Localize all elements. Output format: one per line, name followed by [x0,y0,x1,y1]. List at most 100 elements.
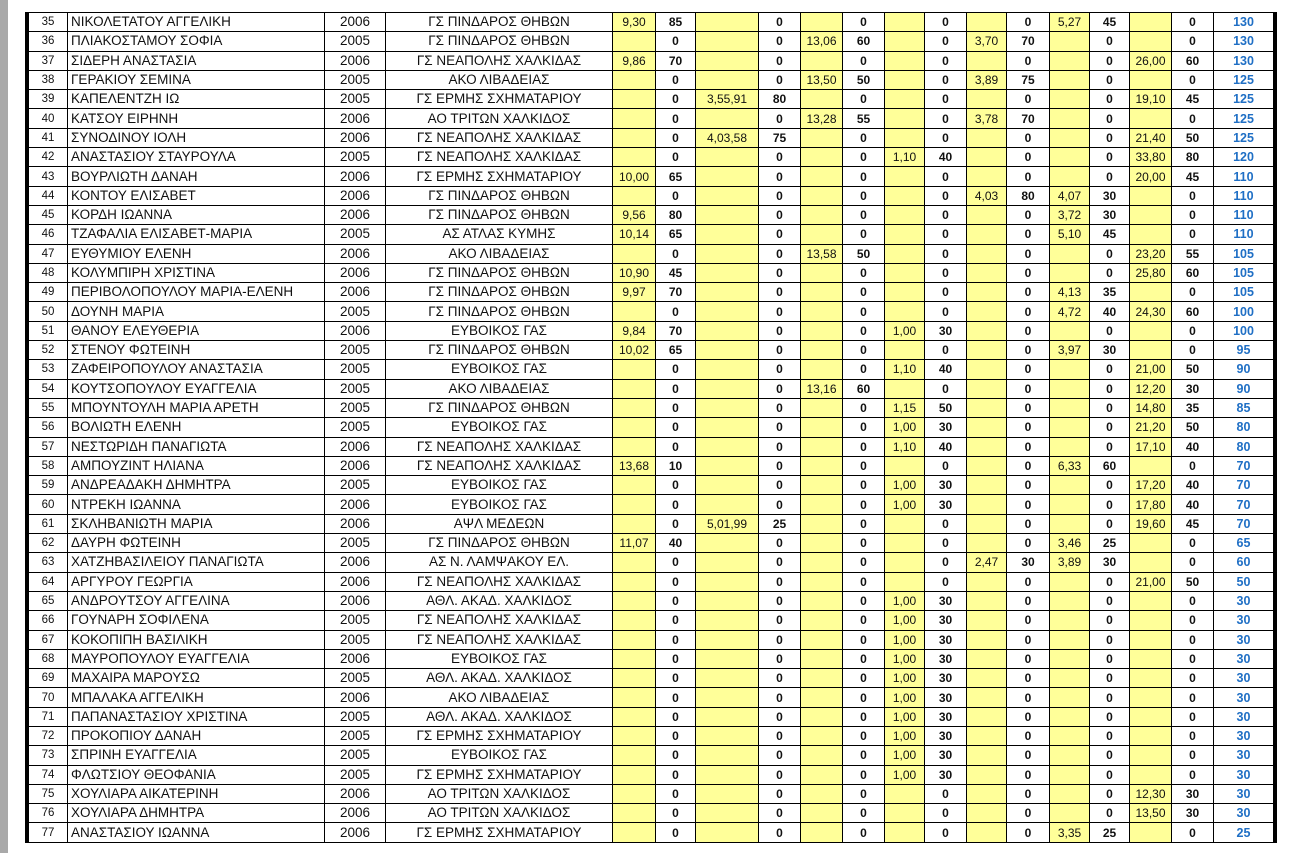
total-points: 105 [1213,243,1274,264]
birth-year: 2006 [324,320,386,342]
event-6-performance [1049,320,1090,342]
total-points: 25 [1213,822,1274,843]
total-points: 125 [1213,108,1274,129]
event-5-performance [966,50,1007,71]
event-4-points: 30 [924,494,967,515]
table-row: 73 ΣΠΡΙΝΗ ΕΥΑΓΓΕΛΙΑ 2005 ΕΥΒΟΙΚΟΣ ΓΑΣ 0 0 0 1,0… [28,745,1274,766]
table-row: 39 ΚΑΠΕΛΕΝΤΖΗ ΙΩ 2005 ΓΣ ΕΡΜΗΣ ΣΧΗΜΑΤΑΡΙΟΥ 0… [28,89,1274,110]
club: ΓΣ ΠΙΝΔΑΡΟΣ ΘΗΒΩΝ [385,301,613,322]
event-2-performance [695,783,759,805]
rank: 37 [28,50,68,71]
event-6-points: 0 [1089,127,1130,149]
event-1-points: 0 [655,494,696,515]
event-5-points: 0 [1006,282,1050,303]
rank: 62 [28,533,68,554]
event-1-points: 0 [655,725,696,747]
club: ΓΣ ΠΙΝΔΑΡΟΣ ΘΗΒΩΝ [385,340,613,361]
event-5-points: 0 [1006,436,1050,457]
event-1-points: 0 [655,571,696,592]
event-1-performance [612,552,656,573]
event-7-performance: 19,60 [1129,513,1172,535]
event-4-performance [884,533,925,554]
event-4-performance [884,50,925,71]
event-7-points: 45 [1171,166,1214,187]
event-7-points: 0 [1171,455,1214,477]
event-7-performance [1129,69,1172,91]
event-1-points: 0 [655,822,696,843]
event-6-performance [1049,89,1090,110]
event-3-points: 0 [842,629,885,650]
event-2-points: 0 [758,571,801,592]
event-1-performance [612,417,656,438]
event-4-performance [884,783,925,805]
event-1-performance [612,571,656,592]
event-7-performance: 21,00 [1129,359,1172,380]
birth-year: 2005 [324,378,386,399]
total-points: 110 [1213,166,1274,187]
club: ΓΣ ΠΙΝΔΑΡΟΣ ΘΗΒΩΝ [385,397,613,419]
event-1-points: 0 [655,108,696,129]
event-2-points: 0 [758,783,801,805]
event-3-performance [800,513,843,535]
event-4-performance: 1,00 [884,417,925,438]
event-4-points: 30 [924,745,967,766]
event-6-points: 0 [1089,629,1130,650]
athlete-name: ΝΙΚΟΛΕΤΑΤΟΥ ΑΓΓΕΛΙΚΗ [67,11,325,33]
event-2-points: 0 [758,340,801,361]
rank: 55 [28,397,68,419]
event-7-performance [1129,725,1172,747]
event-7-points: 30 [1171,803,1214,824]
rank: 48 [28,262,68,284]
event-5-points: 0 [1006,533,1050,554]
club: ΕΥΒΟΙΚΟΣ ΓΑΣ [385,320,613,342]
rank: 56 [28,417,68,438]
results-table: 35 ΝΙΚΟΛΕΤΑΤΟΥ ΑΓΓΕΛΙΚΗ 2006 ΓΣ ΠΙΝΔΑΡΟΣ ΘΗ… [28,11,1274,843]
event-6-performance: 3,97 [1049,340,1090,361]
event-5-points: 0 [1006,397,1050,419]
birth-year: 2006 [324,648,386,670]
rank: 50 [28,301,68,322]
event-3-performance [800,745,843,766]
total-points: 70 [1213,513,1274,535]
event-1-points: 0 [655,706,696,727]
event-5-points: 0 [1006,475,1050,496]
athlete-name: ΘΑΝΟΥ ΕΛΕΥΘΕΡΙΑ [67,320,325,342]
birth-year: 2006 [324,127,386,149]
event-1-performance: 9,56 [612,204,656,226]
birth-year: 2006 [324,108,386,129]
table-row: 67 ΚΟΚΟΠΙΠΗ ΒΑΣΙΛΙΚΗ 2005 ΓΣ ΝΕΑΠΟΛΗΣ ΧΑΛΚΙ… [28,629,1274,650]
event-3-points: 0 [842,282,885,303]
event-3-points: 0 [842,764,885,785]
event-1-points: 70 [655,282,696,303]
event-4-points: 0 [924,282,967,303]
table-row: 45 ΚΟΡΔΗ ΙΩΑΝΝΑ 2006 ΓΣ ΠΙΝΔΑΡΟΣ ΘΗΒΩΝ 9,56 8… [28,204,1274,226]
club: ΓΣ ΕΡΜΗΣ ΣΧΗΜΑΤΑΡΙΟΥ [385,89,613,110]
event-4-points: 0 [924,571,967,592]
event-3-points: 60 [842,378,885,399]
event-3-points: 0 [842,590,885,612]
event-1-points: 0 [655,590,696,612]
rank: 71 [28,706,68,727]
club: ΓΣ ΠΙΝΔΑΡΟΣ ΘΗΒΩΝ [385,31,613,52]
event-6-points: 0 [1089,610,1130,631]
club: ΑΟ ΤΡΙΤΩΝ ΧΑΛΚΙΔΟΣ [385,803,613,824]
table-row: 76 ΧΟΥΛΙΑΡΑ ΔΗΜΗΤΡΑ 2006 ΑΟ ΤΡΙΤΩΝ ΧΑΛΚΙΔΟΣ… [28,803,1274,824]
athlete-name: ΓΟΥΝΑΡΗ ΣΟΦΙΛΕΝΑ [67,610,325,631]
event-2-points: 0 [758,610,801,631]
event-4-performance [884,185,925,206]
total-points: 90 [1213,378,1274,399]
event-7-performance [1129,745,1172,766]
event-2-performance [695,243,759,264]
event-1-performance [612,108,656,129]
event-6-performance [1049,359,1090,380]
total-points: 130 [1213,11,1274,33]
event-2-performance [695,475,759,496]
event-2-points: 0 [758,301,801,322]
event-7-points: 0 [1171,764,1214,785]
event-4-points: 0 [924,803,967,824]
event-3-points: 0 [842,397,885,419]
event-1-points: 0 [655,243,696,264]
rank: 54 [28,378,68,399]
event-3-performance [800,262,843,284]
total-points: 70 [1213,475,1274,496]
